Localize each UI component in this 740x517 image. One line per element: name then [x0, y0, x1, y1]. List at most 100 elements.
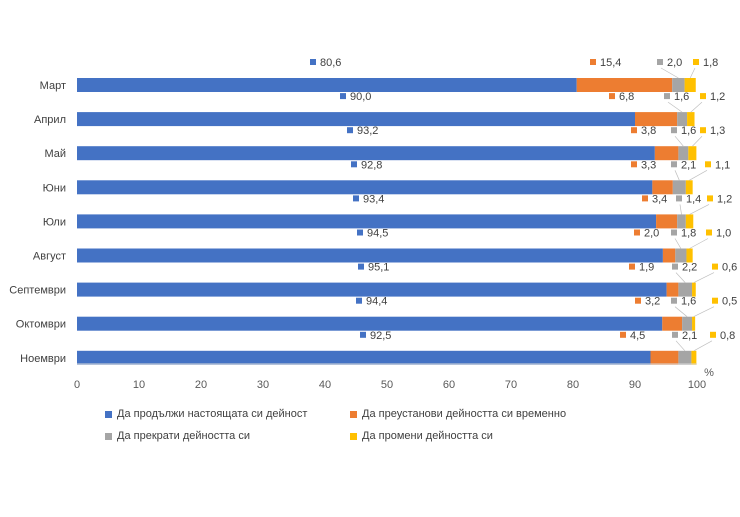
data-label: 2,0	[644, 228, 659, 240]
leader-line	[690, 101, 703, 113]
category-label: Ноември	[20, 353, 66, 365]
bar-segment	[692, 282, 696, 297]
category-label: Август	[33, 251, 66, 263]
category-label: Април	[34, 114, 66, 126]
x-tick-label: 40	[319, 379, 331, 391]
x-tick-label: 100	[688, 379, 706, 391]
x-tick-label: 20	[195, 379, 207, 391]
leader-line	[674, 135, 684, 147]
x-tick-label: 70	[505, 379, 517, 391]
bar-segment	[77, 316, 663, 331]
label-marker	[671, 229, 677, 236]
label-marker	[351, 161, 357, 168]
bar-segment	[662, 248, 676, 263]
leader-line	[689, 238, 709, 249]
bar-segment	[666, 282, 679, 297]
data-label: 80,6	[320, 57, 341, 69]
leader-line	[689, 67, 696, 79]
label-marker	[310, 59, 316, 65]
bar-segment	[656, 214, 678, 229]
data-label: 1,6	[681, 296, 696, 308]
bar-segment	[77, 146, 655, 161]
bars-layer	[77, 78, 697, 365]
data-label: 15,4	[600, 57, 621, 69]
label-marker	[347, 127, 353, 134]
bar-segment	[678, 350, 692, 365]
bar-segment	[576, 78, 673, 92]
leader-line	[675, 272, 686, 283]
leader-line	[674, 170, 680, 181]
legend-label: Да прекрати дейността си	[117, 430, 251, 442]
label-marker	[671, 297, 677, 304]
leader-lines-layer	[660, 67, 715, 352]
label-marker	[642, 195, 648, 202]
bar-segment	[77, 248, 663, 263]
leader-line	[674, 306, 688, 317]
data-label: 1,9	[639, 262, 654, 274]
data-label: 93,2	[357, 125, 378, 137]
leader-line	[689, 169, 708, 181]
bar-segment	[77, 180, 653, 195]
bar-segment	[686, 248, 693, 263]
bar-segment	[635, 112, 678, 127]
label-marker	[631, 127, 637, 134]
x-unit-label: %	[704, 367, 714, 379]
bar-segment	[677, 214, 686, 229]
bar-segment	[77, 350, 651, 365]
label-marker	[707, 195, 713, 202]
label-marker	[631, 161, 637, 168]
label-marker	[634, 229, 640, 236]
label-marker	[360, 331, 366, 338]
category-label: Юни	[43, 182, 66, 194]
label-marker	[693, 59, 699, 65]
data-label: 1,8	[681, 228, 696, 240]
leader-line	[679, 204, 682, 215]
data-label: 1,6	[674, 91, 689, 103]
legend-item: Да продължи настоящата си дейност	[105, 408, 307, 420]
label-marker	[657, 59, 663, 65]
data-label: 0,8	[720, 330, 735, 342]
leader-line	[689, 204, 710, 215]
label-marker	[340, 93, 346, 100]
data-label: 3,8	[641, 125, 656, 137]
bar-segment	[662, 316, 683, 331]
data-label: 1,6	[681, 125, 696, 137]
category-axis: Март Април Май Юни Юли Август Септември Октомвр…	[9, 80, 66, 365]
x-tick-label: 80	[567, 379, 579, 391]
bar-segment	[652, 180, 673, 195]
x-tick-label: 0	[74, 379, 80, 391]
bar-segment	[77, 214, 657, 229]
category-label: Март	[40, 80, 66, 92]
legend-label: Да промени дейността си	[362, 430, 493, 442]
bar-segment	[678, 146, 689, 161]
data-label: 1,3	[710, 125, 725, 137]
label-marker	[706, 229, 712, 236]
label-marker	[710, 331, 716, 338]
bar-segment	[691, 350, 697, 365]
data-label: 93,4	[363, 193, 384, 205]
data-label: 2,0	[667, 57, 682, 69]
leader-line	[693, 306, 715, 318]
label-marker	[712, 297, 718, 304]
data-label: 2,1	[681, 159, 696, 171]
bar-segment	[692, 316, 696, 331]
data-label: 2,1	[682, 330, 697, 342]
label-marker	[671, 127, 677, 134]
label-marker	[358, 263, 364, 270]
leader-line	[660, 67, 679, 79]
bar-segment	[654, 146, 679, 161]
data-label: 95,1	[368, 262, 389, 274]
leader-line	[667, 101, 683, 113]
bar-segment	[678, 282, 693, 297]
data-label: 3,2	[645, 296, 660, 308]
data-labels-layer: 80,6 15,4 2,0 1,8 90,0 6,8 1,6 1,2 93,2 3,8 1,6 1,3…	[310, 57, 737, 342]
bar-segment	[684, 78, 696, 92]
data-label: 1,2	[710, 91, 725, 103]
x-tick-label: 30	[257, 379, 269, 391]
data-label: 3,4	[652, 193, 667, 205]
data-label: 1,0	[716, 228, 731, 240]
data-label: 92,8	[361, 159, 382, 171]
bar-segment	[682, 316, 693, 331]
leader-line	[675, 340, 686, 352]
label-marker	[676, 195, 682, 202]
